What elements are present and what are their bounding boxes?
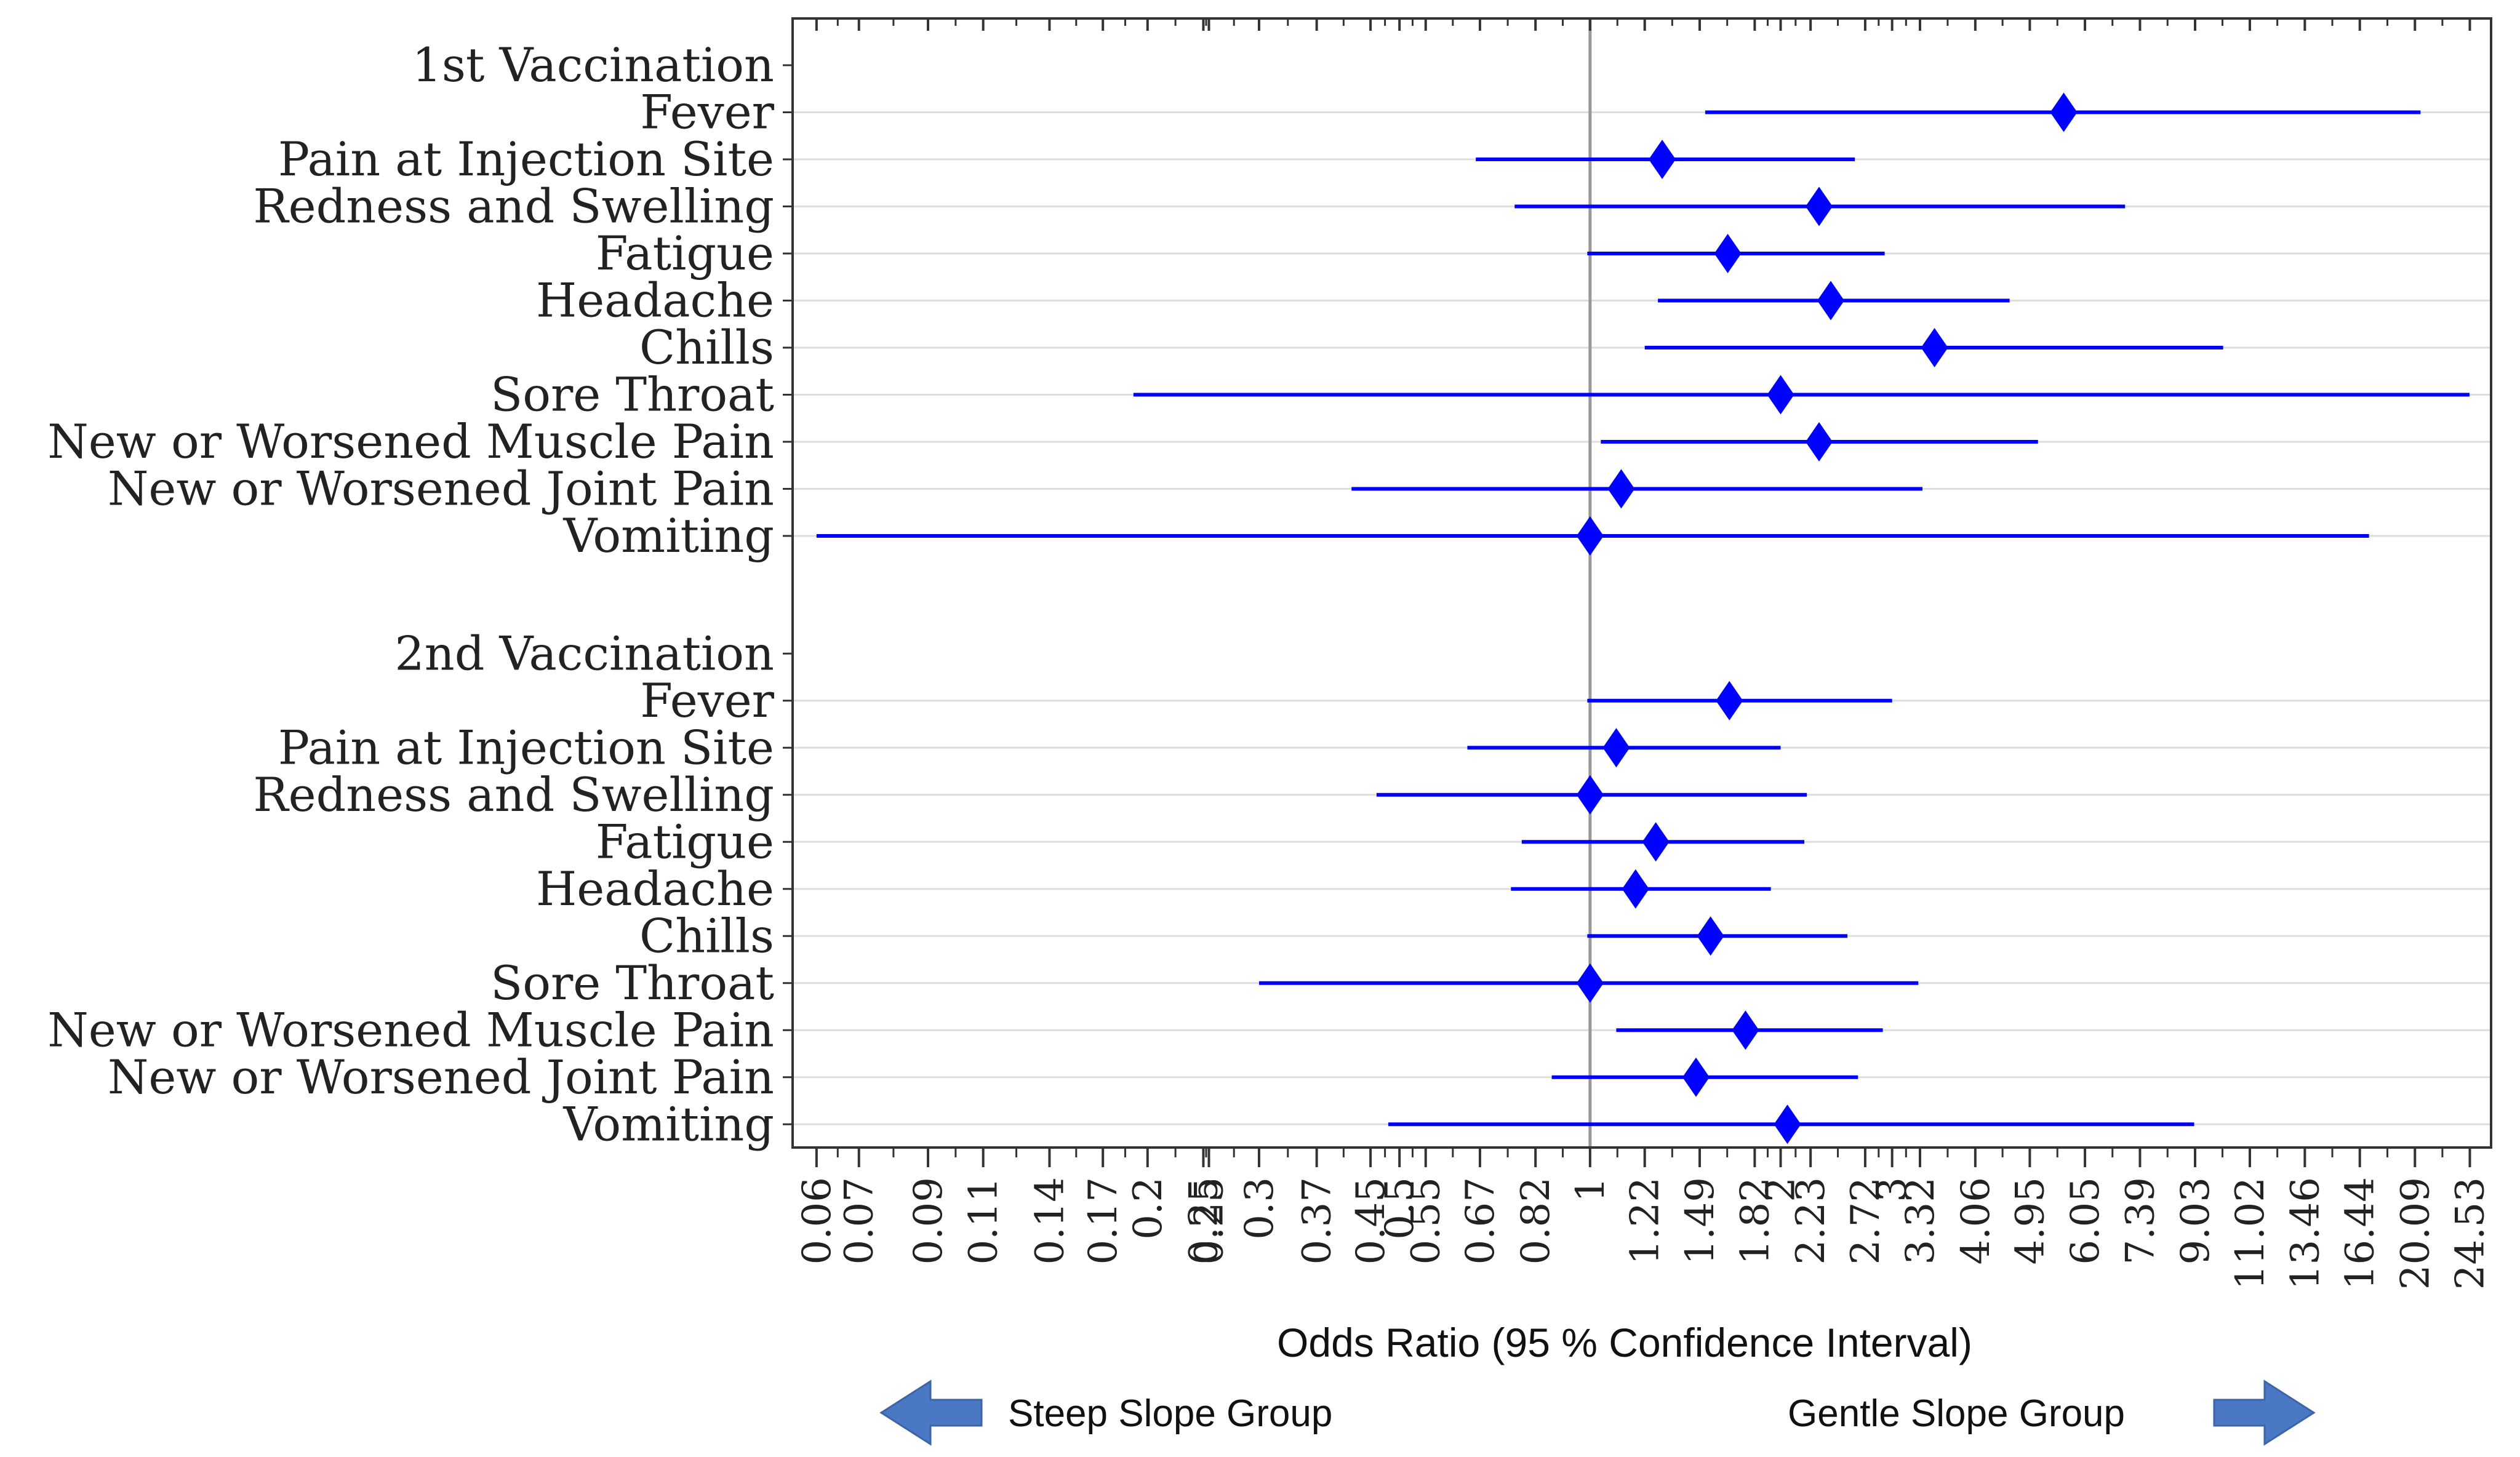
x-tick-label: 2 bbox=[1759, 1177, 1804, 1202]
row-label: Chills bbox=[639, 908, 774, 963]
or-marker bbox=[1732, 1010, 1759, 1050]
x-tick-label: 1 bbox=[1568, 1177, 1614, 1202]
x-tick-label: 0.06 bbox=[794, 1177, 840, 1265]
legend-right-label: Gentle Slope Group bbox=[1788, 1392, 2125, 1435]
row-label: Sore Throat bbox=[490, 956, 774, 1010]
or-marker bbox=[1774, 1104, 1801, 1144]
or-marker bbox=[1576, 775, 1604, 815]
x-tick-label: 9.03 bbox=[2173, 1177, 2218, 1265]
x-tick-label: 0.07 bbox=[837, 1177, 882, 1265]
x-tick-label: 6.05 bbox=[2063, 1177, 2108, 1265]
row-label: Headache bbox=[536, 861, 774, 916]
row-label: Fatigue bbox=[596, 814, 774, 869]
x-tick-label: 0.3 bbox=[1237, 1177, 1282, 1240]
plot-frame bbox=[791, 17, 2492, 1149]
row-label: Fatigue bbox=[596, 226, 774, 281]
x-tick-label: 3 bbox=[1870, 1177, 1916, 1202]
x-tick-label: 0.17 bbox=[1081, 1177, 1126, 1265]
x-tick-label: 11.02 bbox=[2228, 1177, 2273, 1290]
x-tick-label: 2.72 bbox=[1843, 1177, 1889, 1265]
or-marker bbox=[1921, 328, 1948, 367]
x-tick-label: 1.82 bbox=[1732, 1177, 1778, 1265]
x-tick-label: 4.06 bbox=[1953, 1177, 1999, 1265]
or-marker bbox=[1649, 140, 1676, 179]
point-estimates bbox=[1576, 92, 2078, 1144]
or-marker bbox=[1805, 186, 1833, 226]
x-tick-label: 1.49 bbox=[1678, 1177, 1723, 1265]
x-tick-label: 0.25 bbox=[1181, 1177, 1226, 1265]
x-tick-label: 2.23 bbox=[1788, 1177, 1834, 1265]
row-label: Redness and Swelling bbox=[253, 179, 774, 234]
x-tick-label: 16.44 bbox=[2338, 1177, 2383, 1290]
row-label: Fever bbox=[640, 673, 774, 728]
legend: Steep Slope Group Gentle Slope Group bbox=[879, 1379, 2316, 1446]
row-label: New or Worsened Joint Pain bbox=[108, 1050, 774, 1104]
or-marker bbox=[1716, 681, 1743, 721]
or-marker bbox=[2050, 92, 2078, 132]
or-marker bbox=[1576, 963, 1604, 1003]
x-axis-title: Odds Ratio (95 % Confidence Interval) bbox=[1277, 1320, 1972, 1365]
row-label: Pain at Injection Site bbox=[278, 132, 774, 186]
x-tick-label: 4.95 bbox=[2007, 1177, 2053, 1265]
or-marker bbox=[1576, 516, 1604, 556]
row-label: Vomiting bbox=[563, 1096, 774, 1151]
row-label: New or Worsened Joint Pain bbox=[108, 461, 774, 516]
or-marker bbox=[1602, 728, 1630, 768]
or-marker bbox=[1805, 422, 1833, 461]
x-tick-label: 20.09 bbox=[2393, 1177, 2438, 1290]
row-label: Pain at Injection Site bbox=[278, 720, 774, 775]
row-label: New or Worsened Muscle Pain bbox=[47, 1002, 774, 1057]
x-axis-ticks: 0.060.07 0.09 0.11 0.14 0.170.2 0.250.25 0.3 0.… bbox=[783, 18, 2493, 1290]
row-label: Redness and Swelling bbox=[253, 767, 774, 822]
row-label: Vomiting bbox=[563, 508, 774, 563]
arrow-right-icon bbox=[2213, 1379, 2316, 1446]
x-tick-label: 13.46 bbox=[2282, 1177, 2328, 1290]
or-marker bbox=[1642, 822, 1670, 862]
x-tick-label: 0.25 bbox=[1186, 1177, 1232, 1265]
x-tick-label: 0.82 bbox=[1513, 1177, 1559, 1265]
row-label: Headache bbox=[536, 273, 774, 328]
legend-left-label: Steep Slope Group bbox=[1008, 1392, 1332, 1435]
x-tick-label: 0.09 bbox=[906, 1177, 951, 1265]
x-tick-label: 7.39 bbox=[2118, 1177, 2163, 1265]
x-tick-label: 3.32 bbox=[1898, 1177, 1943, 1265]
row-label: Chills bbox=[639, 320, 774, 375]
arrow-left-icon bbox=[879, 1379, 983, 1446]
x-tick-label: 0.67 bbox=[1458, 1177, 1503, 1265]
or-marker bbox=[1607, 469, 1635, 509]
row-label: New or Worsened Muscle Pain bbox=[47, 414, 774, 469]
x-tick-label: 0.5 bbox=[1377, 1177, 1423, 1240]
or-marker bbox=[1817, 281, 1844, 321]
x-tick-label: 0.14 bbox=[1027, 1177, 1073, 1265]
group-header-label: 2nd Vaccination bbox=[394, 626, 774, 681]
or-marker bbox=[1767, 375, 1794, 415]
x-tick-label: 0.45 bbox=[1348, 1177, 1394, 1265]
or-marker bbox=[1714, 234, 1742, 273]
row-label: Fever bbox=[640, 85, 774, 140]
or-marker bbox=[1697, 916, 1724, 956]
x-tick-label: 0.37 bbox=[1295, 1177, 1340, 1265]
or-marker bbox=[1622, 869, 1649, 909]
row-label: Sore Throat bbox=[490, 367, 774, 422]
x-tick-label: 0.55 bbox=[1404, 1177, 1449, 1265]
x-tick-label: 24.53 bbox=[2447, 1177, 2493, 1290]
x-tick-label: 0.11 bbox=[961, 1177, 1007, 1265]
or-marker bbox=[1682, 1057, 1710, 1097]
group-header-label: 1st Vaccination bbox=[412, 38, 774, 92]
x-tick-label: 0.2 bbox=[1126, 1177, 1171, 1240]
x-tick-label: 1.22 bbox=[1623, 1177, 1668, 1265]
